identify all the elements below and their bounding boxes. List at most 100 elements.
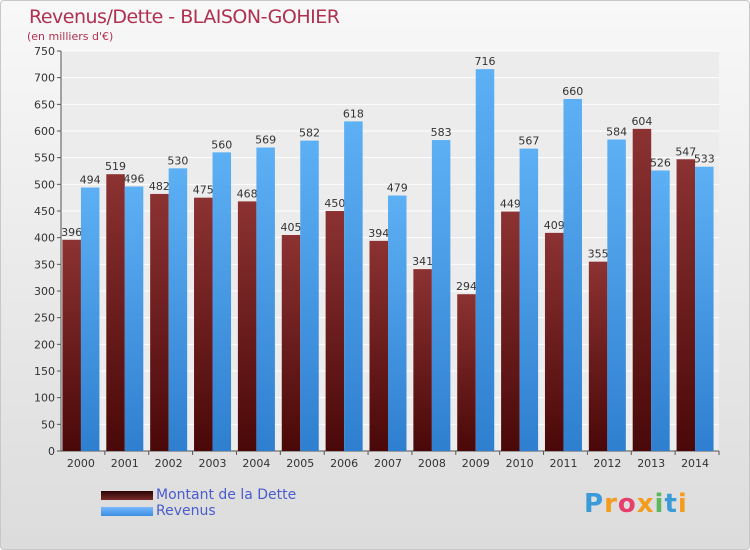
y-tick-label: 600 [34, 125, 55, 138]
bar-dette [676, 159, 696, 451]
bar-dette [325, 211, 345, 451]
data-label-dette: 355 [588, 248, 609, 261]
x-tick-label: 2008 [418, 457, 446, 470]
data-label-dette: 449 [500, 198, 521, 211]
data-label-revenus: 479 [387, 182, 408, 195]
legend-swatch-dette [101, 491, 153, 500]
bar-revenus [124, 186, 144, 451]
logo-letter: r [604, 489, 618, 519]
y-tick-label: 500 [34, 178, 55, 191]
bar-dette [501, 211, 520, 451]
legend-label-revenus: Revenus [156, 503, 216, 519]
bar-dette [106, 174, 125, 451]
bar-revenus [519, 148, 539, 451]
data-label-dette: 604 [631, 115, 652, 128]
data-label-dette: 396 [61, 226, 82, 239]
y-tick-label: 150 [34, 365, 55, 378]
y-tick-label: 0 [48, 445, 55, 458]
proxiti-logo: Proxiti [584, 489, 688, 519]
y-tick-label: 250 [34, 312, 55, 325]
data-label-dette: 519 [105, 160, 126, 173]
data-label-revenus: 533 [694, 153, 715, 166]
data-label-dette: 341 [412, 255, 433, 268]
y-tick-label: 100 [34, 392, 55, 405]
bar-dette [632, 128, 652, 451]
x-tick-label: 2013 [637, 457, 665, 470]
bar-dette [369, 240, 388, 451]
chart-subtitle: (en milliers d'€) [27, 30, 114, 43]
bar-dette [194, 197, 213, 451]
bar-revenus [80, 187, 100, 452]
data-label-revenus: 526 [650, 156, 671, 169]
data-label-dette: 475 [193, 184, 214, 197]
bar-revenus [607, 139, 626, 452]
bar-revenus [256, 147, 275, 452]
bar-dette [237, 201, 257, 451]
y-tick-label: 450 [34, 205, 55, 218]
bar-revenus [695, 166, 714, 451]
data-label-dette: 294 [456, 280, 477, 293]
data-label-revenus: 530 [167, 154, 188, 167]
legend-swatch-revenus [101, 507, 153, 516]
y-tick-label: 200 [34, 338, 55, 351]
data-label-dette: 547 [675, 145, 696, 158]
x-tick-label: 2014 [681, 457, 709, 470]
bar-revenus [344, 121, 363, 452]
data-label-dette: 405 [281, 221, 302, 234]
data-label-revenus: 494 [80, 174, 101, 187]
y-tick-label: 350 [34, 258, 55, 271]
data-label-revenus: 496 [124, 172, 145, 185]
bar-revenus [651, 170, 670, 451]
x-tick-label: 2003 [199, 457, 227, 470]
bar-dette [413, 269, 432, 451]
bar-dette [544, 232, 564, 451]
x-tick-label: 2000 [67, 457, 95, 470]
bar-revenus [475, 69, 495, 451]
bar-revenus [388, 195, 407, 451]
data-label-revenus: 567 [518, 135, 539, 148]
logo-letter: i [677, 489, 688, 519]
y-tick-label: 400 [34, 232, 55, 245]
x-tick-label: 2001 [111, 457, 139, 470]
logo-letter: t [664, 489, 678, 519]
data-label-revenus: 618 [343, 107, 364, 120]
y-tick-label: 300 [34, 285, 55, 298]
data-label-dette: 482 [149, 180, 170, 193]
y-tick-label: 700 [34, 72, 55, 85]
data-label-dette: 468 [237, 187, 258, 200]
y-tick-label: 550 [34, 152, 55, 165]
y-tick-label: 650 [34, 98, 55, 111]
data-label-revenus: 582 [299, 127, 320, 140]
chart-title: Revenus/Dette - BLAISON-GOHIER [29, 6, 340, 28]
data-label-revenus: 584 [606, 126, 627, 139]
bar-revenus [431, 140, 451, 452]
logo-letter: o [617, 489, 637, 519]
x-tick-label: 2011 [549, 457, 577, 470]
data-label-revenus: 660 [562, 85, 583, 98]
data-label-revenus: 560 [211, 138, 232, 151]
x-tick-label: 2009 [462, 457, 490, 470]
logo-letter: x [636, 489, 655, 519]
bar-revenus [212, 152, 232, 452]
data-label-dette: 409 [544, 219, 565, 232]
data-label-revenus: 716 [474, 55, 495, 68]
bar-dette [457, 294, 476, 451]
y-tick-label: 50 [41, 418, 55, 431]
x-tick-label: 2006 [330, 457, 358, 470]
data-label-dette: 394 [368, 227, 389, 240]
x-tick-label: 2004 [242, 457, 270, 470]
bar-revenus [168, 168, 188, 452]
x-tick-label: 2007 [374, 457, 402, 470]
bar-revenus [563, 99, 582, 451]
logo-letter: i [654, 489, 665, 519]
bar-dette [588, 261, 608, 451]
x-tick-label: 2012 [593, 457, 621, 470]
x-tick-label: 2010 [506, 457, 534, 470]
bar-revenus [300, 140, 319, 451]
logo-letter: P [584, 489, 605, 519]
x-tick-label: 2005 [286, 457, 314, 470]
bar-dette [150, 193, 169, 451]
data-label-dette: 450 [324, 197, 345, 210]
